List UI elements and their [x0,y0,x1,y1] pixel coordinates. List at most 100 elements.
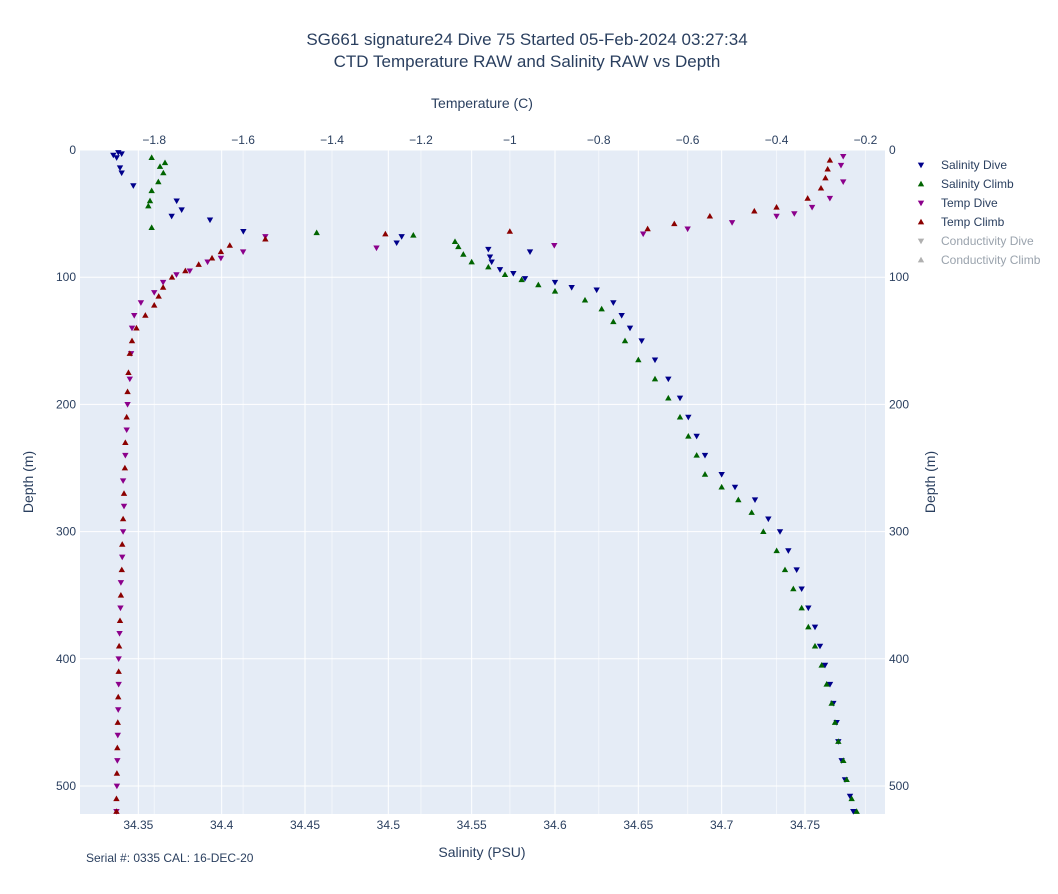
salinity-dive-point [626,325,634,332]
salinity-dive-point [510,270,517,277]
salinity-climb-point [811,642,819,649]
salinity-climb-point [610,318,617,325]
temp-climb-point [142,312,149,318]
temp-dive-point [551,243,558,249]
salinity-climb-point [840,757,847,763]
temp-climb-point [826,156,834,163]
temp-climb-point [751,207,758,214]
temp-dive-point [115,656,122,663]
depth-tick-label-right: 500 [889,779,909,793]
salinity-climb-point [735,496,742,503]
tick-labels: 34.35 34.4 34.45 34.5 34.55 34.6 34.65 34.7 34.7… [56,133,909,832]
salinity-climb-point [773,547,780,554]
legend-item-temp-dive[interactable]: Temp Dive [941,196,998,210]
salinity-dive-point [850,809,857,815]
temp-dive-point [120,503,128,510]
temp-dive-point [373,245,380,252]
salinity-climb-point [848,795,855,802]
temp-climb-point [113,808,120,814]
salinity-climb-point [835,738,842,744]
temp-climb-point [124,388,131,395]
temp-climb-point [133,324,140,331]
depth-tick-label-left: 100 [56,270,76,284]
salinity-climb-point [818,661,825,668]
temp-climb-point [262,235,269,242]
data-marks [110,150,860,815]
salinity-dive-point [168,213,175,220]
legend-marker-temp-climb [917,218,925,225]
salinity-climb-point [805,623,812,630]
salinity-dive-point [811,624,819,631]
temp-dive-point [684,226,691,233]
salinity-tick-label: 34.6 [543,818,567,832]
salinity-dive-point [610,300,617,306]
legend-item-salinity-dive[interactable]: Salinity Dive [941,158,1007,172]
salinity-climb-point [621,337,629,344]
salinity-climb-point [148,224,155,230]
temp-climb-point [506,228,514,234]
temp-climb-point [226,242,233,248]
temp-climb-point [119,541,126,547]
temp-dive-point [151,290,158,296]
legend-marker-salinity-dive [917,162,925,169]
temp-climb-point [804,195,811,201]
temp-dive-point [114,758,121,764]
temp-dive-point [217,255,225,262]
salinity-climb-point [693,452,700,458]
depth-tick-label-right: 100 [889,270,909,284]
legend-item-salinity-climb[interactable]: Salinity Climb [941,177,1014,191]
salinity-climb-point [651,375,659,382]
depth-tick-label-left: 200 [56,397,76,411]
salinity-dive-point [116,165,124,172]
temp-dive-point [137,300,145,306]
salinity-tick-label: 34.35 [123,818,153,832]
salinity-climb-point [685,433,692,439]
temp-dive-point [173,272,180,278]
temp-dive-point [239,249,247,255]
salinity-climb-point [148,154,155,161]
temp-dive-point [117,605,124,612]
temp-climb-point [115,668,122,674]
salinity-dive-point [618,312,625,319]
salinity-dive-point [785,548,792,554]
salinity-dive-point [173,198,180,205]
salinity-climb-point [146,197,154,204]
legend-item-temp-climb[interactable]: Temp Climb [941,215,1005,229]
salinity-dive-point [846,793,854,800]
salinity-climb-point [156,163,164,169]
salinity-climb-point [313,229,320,236]
salinity-climb-point [485,263,492,270]
temp-climb-point [121,464,129,471]
salinity-climb-point [828,700,835,706]
temp-climb-point [128,337,136,344]
salinity-climb-point [831,719,839,725]
temp-climb-point [113,795,120,802]
right-axis-title: Depth (m) [922,451,938,513]
salinity-climb-point [843,776,850,783]
depth-tick-label-right: 400 [889,652,909,666]
salinity-dive-point [765,516,772,523]
depth-tick-label-left: 0 [69,143,76,157]
legend-item-conductivity-climb[interactable]: Conductivity Climb [941,253,1041,267]
salinity-dive-point [130,183,137,189]
temp-dive-point [126,376,133,383]
salinity-climb-point [518,276,525,283]
salinity-climb-point [148,187,155,194]
temp-climb-point [168,274,176,280]
salinity-tick-label: 34.45 [290,818,320,832]
salinity-dive-point [805,605,812,612]
legend-marker-conductivity-dive [917,238,925,245]
temp-dive-point [119,554,126,561]
temperature-tick-label: −0.8 [587,133,611,147]
temperature-tick-label: −1.8 [142,133,166,147]
salinity-climb-point [451,238,459,244]
temp-climb-point [151,301,158,308]
top-axis-title: Temperature (C) [431,95,533,111]
salinity-climb-point [145,202,152,209]
legend-item-conductivity-dive[interactable]: Conductivity Dive [941,234,1034,248]
temp-dive-point [114,732,121,739]
depth-tick-label-right: 0 [889,143,896,157]
salinity-dive-point [751,497,759,504]
temp-climb-point [119,515,127,522]
depth-tick-label-left: 500 [56,779,76,793]
